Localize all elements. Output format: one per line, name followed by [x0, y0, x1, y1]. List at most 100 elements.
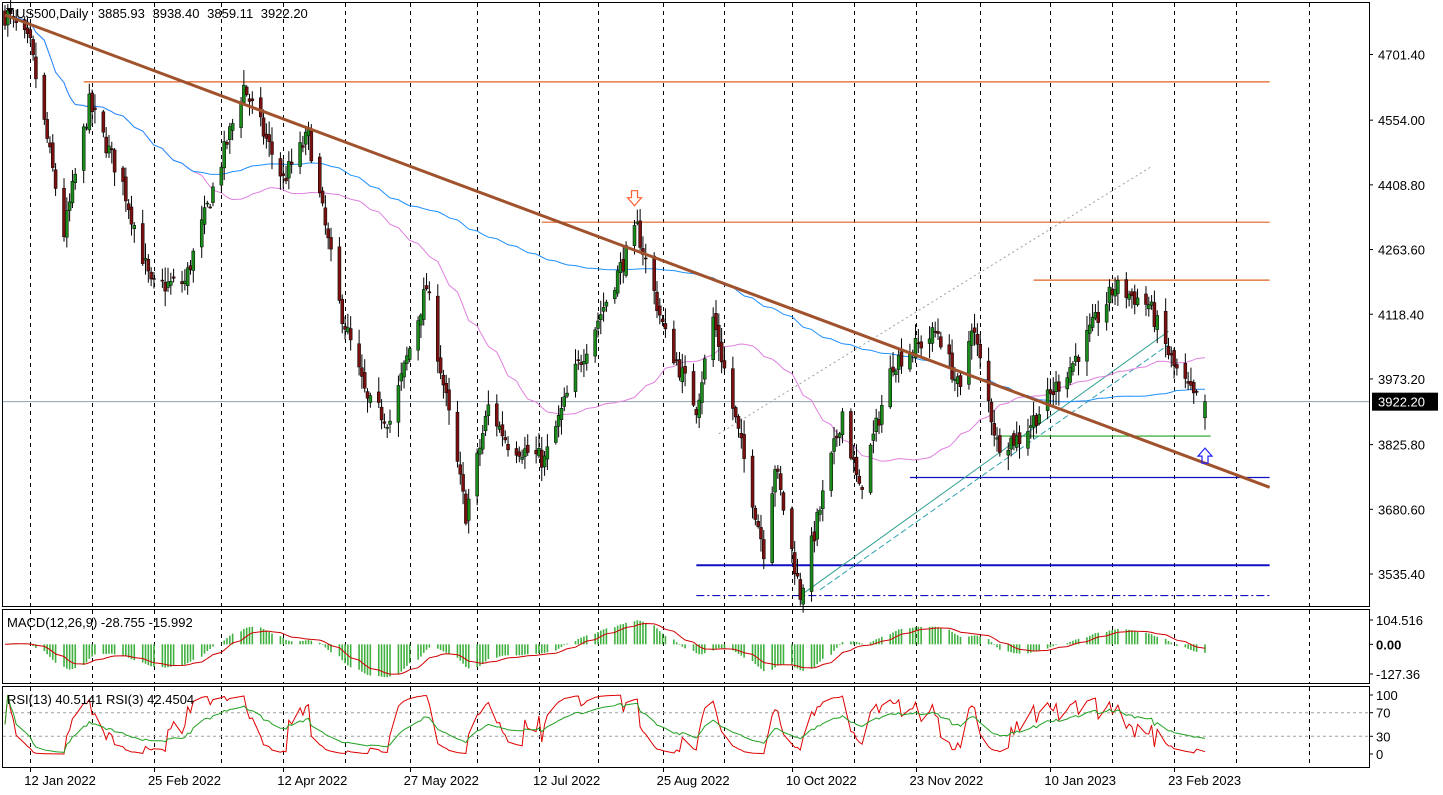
- bull-candle: [202, 195, 207, 235]
- candle-body: [419, 314, 423, 326]
- candle-body: [1017, 432, 1022, 445]
- time-label: 12 Jan 2022: [24, 773, 96, 788]
- bear-candle: [51, 134, 55, 172]
- bear-candle: [323, 195, 328, 235]
- bear-candle: [458, 451, 463, 485]
- candle-body: [635, 221, 640, 224]
- time-label: 25 Aug 2022: [657, 773, 730, 788]
- candle-body: [202, 207, 207, 225]
- bull-candle: [1135, 288, 1140, 307]
- candle-body: [1031, 415, 1036, 428]
- candle-body: [239, 102, 243, 128]
- bear-candle: [950, 339, 954, 383]
- candle-body: [447, 389, 451, 411]
- bull-candle: [1104, 292, 1109, 331]
- overlay-lines: [83, 81, 1270, 597]
- candle-body: [65, 210, 69, 238]
- candle-body: [152, 278, 156, 280]
- rsi-panel[interactable]: [2, 686, 1370, 768]
- bear-candle: [121, 165, 125, 196]
- bull-candle: [388, 409, 392, 433]
- candle-body: [680, 367, 685, 383]
- bull-candle: [475, 448, 479, 506]
- bear-candle: [348, 316, 353, 351]
- bull-candle: [770, 486, 774, 565]
- candle-body: [967, 341, 971, 385]
- candle-body: [365, 391, 370, 399]
- bear-candle: [340, 294, 344, 334]
- candle-body: [722, 360, 727, 369]
- candle-body: [247, 98, 252, 102]
- candle-body: [930, 327, 935, 344]
- bull-candle: [483, 410, 488, 436]
- bear-candle: [899, 338, 904, 374]
- rsi-tick-label: 100: [1376, 688, 1398, 703]
- bear-candle: [1057, 374, 1061, 406]
- bull-candle: [70, 170, 75, 209]
- price-label: 4408.80: [1378, 178, 1425, 193]
- candle-body: [500, 424, 505, 437]
- candle-body: [211, 186, 215, 203]
- candle-body: [287, 161, 291, 179]
- bull-candle: [584, 344, 589, 371]
- price-label: 4554.00: [1378, 113, 1425, 128]
- bear-candle: [733, 405, 738, 423]
- bear-candle: [736, 414, 741, 438]
- candle-body: [618, 262, 623, 273]
- bear-candle: [360, 354, 364, 389]
- candle-body: [677, 359, 682, 378]
- candle-body: [955, 376, 960, 384]
- main-trendline: [4, 13, 1271, 489]
- bear-candle: [860, 485, 864, 500]
- candle-body: [950, 352, 954, 380]
- bull-candle: [385, 424, 389, 439]
- bear-candle: [1017, 425, 1022, 459]
- candle-body: [520, 457, 524, 460]
- candle-body: [525, 444, 530, 453]
- candle-body: [601, 307, 606, 312]
- bear-candle: [326, 222, 330, 250]
- macd-panel[interactable]: [2, 609, 1370, 684]
- bear-candle: [42, 72, 47, 125]
- candle-body: [160, 279, 165, 282]
- bull-candle: [486, 390, 491, 426]
- bull-candle: [821, 479, 825, 522]
- bull-candle: [205, 200, 210, 208]
- candle-body: [534, 449, 538, 455]
- arrow-up-icon: [1196, 447, 1214, 464]
- bear-candle: [101, 109, 106, 138]
- bull-candle: [419, 313, 423, 338]
- bear-candle: [152, 271, 156, 289]
- candle-body: [343, 326, 347, 330]
- candle-body: [1045, 389, 1050, 411]
- candle-body: [225, 142, 229, 145]
- bear-candle: [1096, 300, 1100, 336]
- candle-body: [753, 507, 758, 520]
- candle-body: [801, 587, 805, 605]
- bear-candle: [318, 152, 322, 198]
- bull-candle: [228, 122, 232, 154]
- bull-candle: [815, 508, 819, 547]
- candle-body: [939, 336, 943, 348]
- candle-body: [604, 301, 609, 307]
- bull-candle: [840, 407, 845, 444]
- bear-candle: [22, 16, 27, 39]
- price-label: 3680.60: [1378, 502, 1425, 517]
- candle-body: [579, 362, 583, 365]
- bear-candle: [1192, 379, 1196, 405]
- collapse-triangle-icon[interactable]: [6, 8, 14, 14]
- bull-candle: [1026, 418, 1030, 456]
- candle-body: [382, 421, 387, 424]
- candle-body: [652, 255, 656, 291]
- candle-body: [995, 437, 999, 440]
- candle-body: [913, 337, 918, 359]
- candle-body: [53, 169, 58, 189]
- bull-candle: [801, 584, 805, 613]
- candle-body: [593, 329, 597, 357]
- price-panel[interactable]: [2, 2, 1370, 607]
- bear-candle: [854, 444, 859, 482]
- candle-body: [919, 341, 923, 349]
- candle-body: [455, 411, 460, 462]
- bull-candle: [191, 248, 196, 283]
